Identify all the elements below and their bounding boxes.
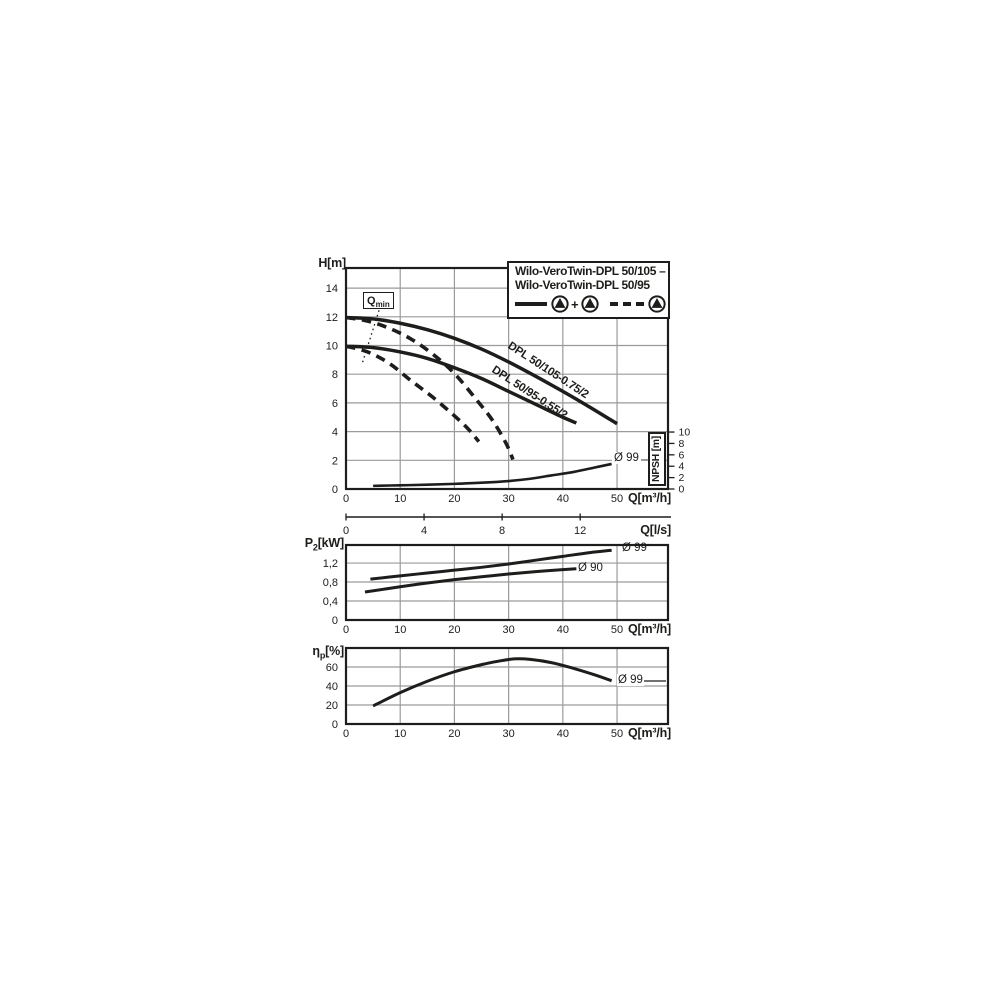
head-axis-title-unit: [m] [327,256,346,270]
y-tick-label: 20 [326,700,338,712]
y-tick-label: 0 [332,484,338,496]
curve-dpl-50-95-single [345,344,481,443]
y-tick-label: 4 [332,427,338,439]
chart-frame [344,646,670,726]
npsh-axis-box: NPSH [m] [648,432,666,486]
efficiency-axis-title-unit: [%] [325,644,344,658]
npsh-tick-label: 10 [679,427,691,439]
x-tick-label: 50 [611,624,623,636]
x-tick-label: 0 [343,728,349,740]
head-axis-title-main: H [318,256,328,270]
qmin-label-sub: min [375,300,390,310]
x-axis-unit-label: Q[m³/h] [628,622,671,636]
legend-box: Wilo-VeroTwin-DPL 50/105 – Wilo-VeroTwin… [507,261,670,319]
y-tick-label: 8 [332,369,338,381]
x-tick-label: 10 [394,728,406,740]
power-diameter-99-label: Ø 99 [622,542,647,554]
curve-p2-d99 [370,548,612,581]
y-tick-label: 14 [326,283,338,295]
x-tick-label: 10 [394,624,406,636]
curve-eff-d99 [372,657,613,708]
efficiency-diameter-99-label: Ø 99 [617,674,644,686]
npsh-tick-label: 2 [679,472,685,484]
chart-frame [344,543,670,622]
efficiency-axis-title: ηp[%] [292,644,344,661]
x-tick-label: 30 [503,624,515,636]
power-axis-title-unit: [kW] [317,536,344,550]
npsh-tick-label: 6 [679,449,685,461]
qmin-label-box: Qmin [363,292,394,309]
x-axis-unit-label: Q[m³/h] [628,491,671,505]
x-tick-label: 20 [448,624,460,636]
curve-p2-d90 [364,567,577,594]
power-axis-title-main: P [304,536,313,550]
efficiency-chart: 0 10 20 30 40 50 Q[m³/h] 0 20 40 60 [326,646,671,740]
y-tick-label: 60 [326,662,338,674]
x-tick-label: 30 [503,728,515,740]
npsh-tick-label: 4 [679,461,685,473]
curve-dpl-50-105-single [345,315,515,461]
x-tick-label: 20 [448,728,460,740]
x-tick-label: 50 [611,493,623,505]
plus-sign: + [571,296,579,312]
npsh-tick-label: 8 [679,438,685,450]
power-diameter-90-label: Ø 90 [578,562,603,574]
npsh-tick-label: 0 [679,484,685,496]
dashed-line-swatch [609,301,644,307]
y-tick-label: 0,4 [323,596,338,608]
legend-symbols-row: + [515,295,666,313]
solid-line-swatch [515,301,547,307]
x-tick-label: 40 [557,493,569,505]
curve-dpl-50-95-duo [345,344,578,425]
head-axis-title: H[m] [294,256,346,273]
x-tick-label: 20 [448,493,460,505]
legend-title-line1: Wilo-VeroTwin-DPL 50/105 – [515,264,666,278]
legend-title-line2: Wilo-VeroTwin-DPL 50/95 [515,277,650,292]
lps-axis-unit-label: Q[l/s] [640,523,671,537]
y-tick-label: 1,2 [323,558,338,570]
y-tick-label: 0 [332,615,338,627]
y-tick-label: 0,8 [323,577,338,589]
lps-tick-label: 8 [499,525,505,537]
lps-tick-label: 0 [343,525,349,537]
y-tick-label: 40 [326,681,338,693]
x-tick-label: 50 [611,728,623,740]
y-tick-label: 6 [332,398,338,410]
x-tick-label: 40 [557,624,569,636]
power-axis-title: P2[kW] [292,536,344,553]
curve-npsh-curve [373,462,612,488]
power-axis-title-sub: 2 [312,542,318,553]
lps-tick-label: 4 [421,525,427,537]
lps-tick-label: 12 [574,525,586,537]
power-chart: 0 10 20 30 40 50 Q[m³/h] 0 0,4 0,8 1,2 [323,543,671,636]
y-tick-label: 2 [332,455,338,467]
x-tick-label: 10 [394,493,406,505]
pump-icon [580,295,599,313]
npsh-diameter-label: Ø 99 [612,452,641,464]
efficiency-axis-title-sub: p [319,650,326,661]
x-tick-label: 0 [343,624,349,636]
efficiency-axis-title-main: η [312,644,320,658]
y-tick-label: 0 [332,719,338,731]
x-tick-label: 30 [503,493,515,505]
x-tick-label: 40 [557,728,569,740]
x-axis-unit-label: Q[m³/h] [628,726,671,740]
y-tick-label: 10 [326,340,338,352]
pump-icon [551,295,569,313]
x-tick-label: 0 [343,493,349,505]
qmin-label-main: Q [367,295,376,307]
curve-dpl-50-105-duo [345,315,618,426]
pump-icon [647,295,666,313]
y-tick-label: 12 [326,312,338,324]
